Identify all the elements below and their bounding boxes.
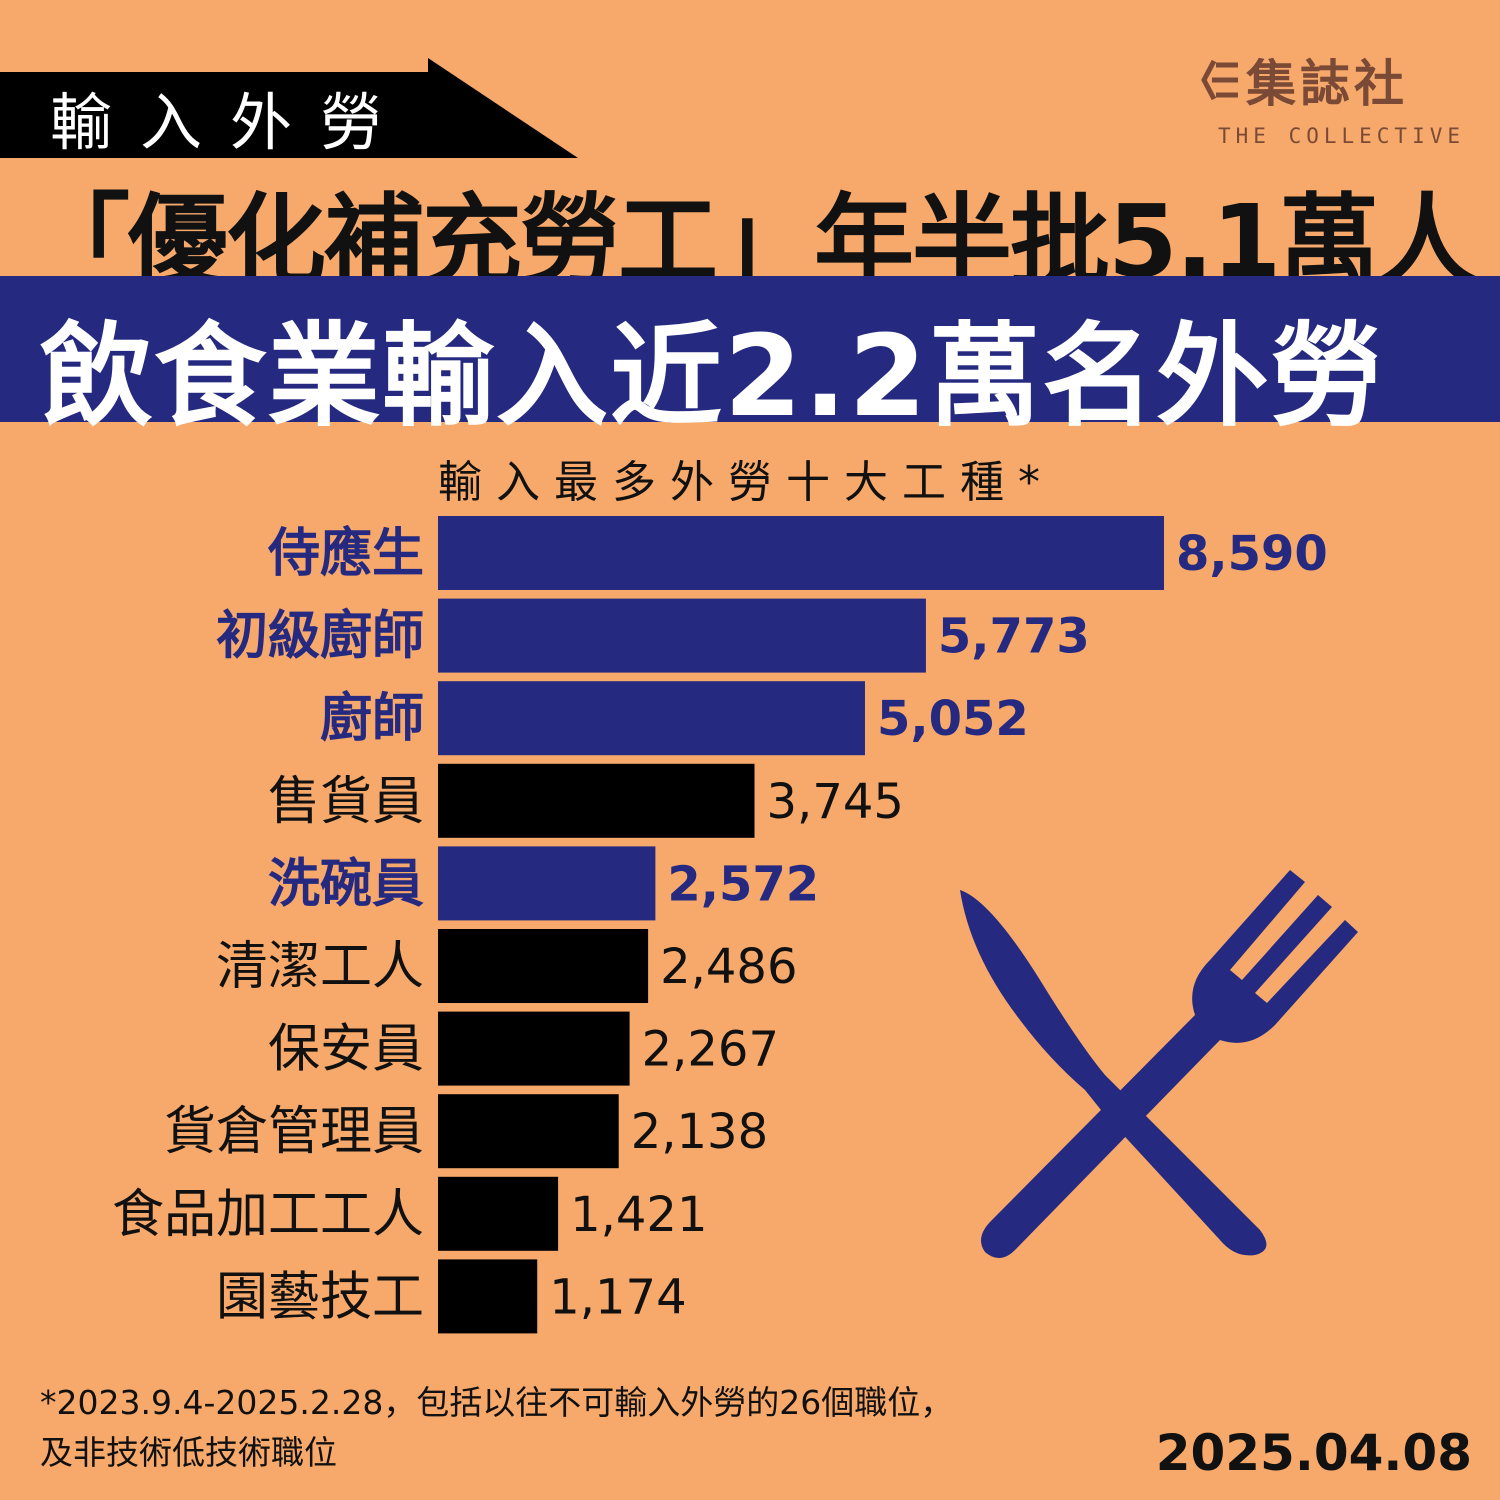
category-label-2: 初級廚師 [216, 607, 424, 667]
headline-band [0, 276, 1500, 422]
bar-2 [438, 598, 926, 673]
tag-arrow-shape [0, 58, 578, 158]
bar-4 [438, 763, 755, 838]
publish-date: 2025.04.08 [1155, 1424, 1472, 1482]
category-label-5: 洗碗員 [268, 854, 424, 914]
fork-icon [981, 870, 1358, 1259]
footnote: *2023.9.4-2025.2.28，包括以往不可輸入外勞的26個職位， 及非… [40, 1378, 953, 1478]
category-label-8: 貨倉管理員 [164, 1102, 424, 1162]
chart-title: 輸入最多外勞十大工種* [438, 457, 1054, 508]
value-label-7: 2,267 [642, 1022, 779, 1078]
tag-text: 輸入外勞 [50, 86, 411, 159]
section-tag: 輸入外勞 [0, 58, 580, 159]
category-label-7: 保安員 [268, 1020, 424, 1080]
value-label-1: 8,590 [1176, 526, 1328, 582]
value-label-3: 5,052 [877, 691, 1029, 747]
value-label-8: 2,138 [631, 1104, 768, 1160]
logo-icon [1201, 59, 1238, 101]
value-label-2: 5,773 [938, 609, 1090, 665]
bar-5 [438, 846, 656, 921]
category-label-4: 售貨員 [268, 772, 424, 832]
bar-8 [438, 1094, 619, 1169]
bar-7 [438, 1011, 630, 1086]
knife-icon [960, 890, 1267, 1256]
logo-subtitle: THE COLLECTIVE [1218, 124, 1466, 148]
category-label-1: 侍應生 [267, 524, 424, 584]
bar-1 [438, 516, 1164, 590]
value-label-10: 1,174 [549, 1269, 686, 1325]
logo-name: 集誌社 [1246, 55, 1408, 113]
category-label-3: 廚師 [320, 689, 424, 749]
headline-secondary: 飲食業輸入近2.2萬名外勞 [40, 312, 1385, 442]
footnote-line-1: *2023.9.4-2025.2.28，包括以往不可輸入外勞的26個職位， [40, 1383, 954, 1422]
logo: 集誌社 THE COLLECTIVE [1200, 44, 1460, 148]
bar-9 [438, 1176, 559, 1251]
category-label-9: 食品加工工人 [112, 1185, 424, 1245]
bar-10 [438, 1259, 538, 1334]
utensils-illustration [960, 870, 1358, 1259]
value-label-9: 1,421 [570, 1187, 707, 1243]
bar-6 [438, 929, 649, 1003]
value-label-4: 3,745 [767, 774, 904, 830]
bar-3 [438, 681, 865, 756]
category-label-6: 清潔工人 [216, 937, 424, 997]
category-label-10: 園藝技工 [216, 1267, 424, 1327]
value-label-6: 2,486 [660, 939, 797, 995]
footnote-line-2: 及非技術低技術職位 [40, 1433, 337, 1472]
value-label-5: 2,572 [667, 856, 819, 912]
